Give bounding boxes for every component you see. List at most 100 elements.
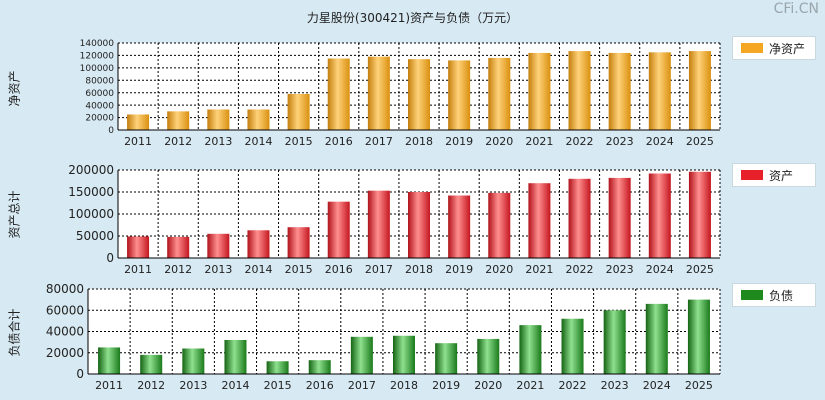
bar-net-assets-2011 — [127, 114, 150, 130]
bar-total-assets-2011 — [127, 236, 150, 258]
bar-total-assets-2020 — [488, 192, 511, 258]
x-tick-label-total-liabilities: 2014 — [221, 379, 249, 392]
bar-total-liabilities-2025 — [687, 299, 710, 374]
legend-net-assets: 净资产 — [732, 36, 816, 60]
x-tick-label-net-assets: 2024 — [646, 135, 674, 148]
bar-net-assets-2025 — [688, 51, 711, 131]
bar-total-assets-2021 — [528, 183, 551, 258]
bar-net-assets-2023 — [608, 52, 631, 130]
y-tick-label-net-assets: 60000 — [85, 89, 114, 99]
x-tick-label-net-assets: 2011 — [124, 135, 152, 148]
bar-total-assets-2013 — [207, 233, 230, 258]
x-tick-label-total-liabilities: 2018 — [390, 379, 418, 392]
y-tick-label-total-assets: 200000 — [68, 163, 114, 177]
y-tick-label-net-assets: 120000 — [80, 52, 115, 62]
bar-total-liabilities-2015 — [266, 361, 289, 374]
bar-total-assets-2023 — [608, 177, 631, 258]
bar-total-assets-2014 — [247, 230, 270, 258]
ylabel-net-assets: 净资产 — [7, 70, 22, 107]
bar-total-liabilities-2018 — [393, 335, 415, 374]
bar-total-liabilities-2020 — [477, 338, 500, 374]
x-tick-label-total-liabilities: 2016 — [306, 379, 334, 392]
bar-total-assets-2015 — [287, 227, 310, 258]
x-tick-label-total-liabilities: 2020 — [474, 379, 502, 392]
bar-total-liabilities-2011 — [98, 347, 121, 374]
legend-swatch-assets — [741, 170, 763, 180]
x-tick-label-total-liabilities: 2025 — [685, 379, 713, 392]
y-tick-label-total-liabilities: 20000 — [46, 346, 84, 360]
bar-total-liabilities-2017 — [350, 336, 373, 374]
bar-net-assets-2014 — [247, 109, 270, 130]
x-tick-label-total-assets: 2015 — [285, 263, 313, 276]
x-tick-label-net-assets: 2015 — [285, 135, 313, 148]
bar-net-assets-2021 — [528, 52, 551, 130]
bar-total-assets-2025 — [688, 171, 711, 258]
x-tick-label-net-assets: 2023 — [606, 135, 634, 148]
x-tick-label-total-liabilities: 2011 — [95, 379, 123, 392]
y-tick-label-total-liabilities: 0 — [76, 367, 84, 381]
y-tick-label-net-assets: 140000 — [80, 39, 115, 49]
x-tick-label-total-assets: 2022 — [566, 263, 594, 276]
x-tick-label-total-liabilities: 2013 — [179, 379, 207, 392]
x-tick-label-total-liabilities: 2023 — [601, 379, 629, 392]
x-tick-label-net-assets: 2013 — [204, 135, 232, 148]
x-tick-label-net-assets: 2019 — [445, 135, 473, 148]
x-tick-label-net-assets: 2020 — [485, 135, 513, 148]
bar-total-liabilities-2022 — [561, 318, 584, 374]
bar-net-assets-2017 — [367, 56, 390, 130]
y-tick-label-net-assets: 80000 — [85, 76, 114, 86]
y-tick-label-total-assets: 50000 — [76, 229, 114, 243]
y-tick-label-total-liabilities: 80000 — [46, 282, 84, 296]
x-tick-label-total-assets: 2017 — [365, 263, 393, 276]
y-tick-label-total-assets: 0 — [106, 251, 114, 265]
x-tick-label-net-assets: 2012 — [164, 135, 192, 148]
x-tick-label-total-liabilities: 2019 — [432, 379, 460, 392]
x-tick-label-total-assets: 2013 — [204, 263, 232, 276]
legend-liabilities: 负债 — [732, 283, 816, 307]
bar-total-liabilities-2012 — [140, 354, 163, 374]
x-tick-label-total-liabilities: 2021 — [516, 379, 544, 392]
bar-total-liabilities-2021 — [519, 325, 542, 374]
legend-label-liabilities: 负债 — [769, 289, 794, 303]
watermark: CFi.CN — [773, 1, 819, 17]
x-tick-label-net-assets: 2021 — [525, 135, 553, 148]
x-tick-label-total-assets: 2016 — [325, 263, 353, 276]
bar-total-liabilities-2016 — [308, 360, 331, 374]
bar-total-liabilities-2014 — [224, 340, 247, 374]
bar-total-assets-2022 — [568, 178, 591, 258]
legend-label-net-assets: 净资产 — [769, 42, 806, 56]
x-tick-label-net-assets: 2018 — [405, 135, 433, 148]
bar-net-assets-2012 — [167, 111, 190, 130]
x-tick-label-total-liabilities: 2022 — [559, 379, 587, 392]
x-tick-label-net-assets: 2017 — [365, 135, 393, 148]
x-tick-label-total-assets: 2021 — [525, 263, 553, 276]
x-tick-label-total-assets: 2014 — [244, 263, 272, 276]
x-tick-label-net-assets: 2014 — [244, 135, 272, 148]
x-tick-label-total-liabilities: 2012 — [137, 379, 165, 392]
x-tick-label-total-assets: 2023 — [606, 263, 634, 276]
x-tick-label-net-assets: 2022 — [566, 135, 594, 148]
x-tick-label-total-assets: 2019 — [445, 263, 473, 276]
x-tick-label-total-assets: 2011 — [124, 263, 152, 276]
y-tick-label-net-assets: 20000 — [85, 114, 114, 124]
y-tick-label-net-assets: 40000 — [85, 101, 114, 111]
bar-total-liabilities-2019 — [435, 343, 458, 374]
y-tick-label-total-assets: 100000 — [68, 207, 114, 221]
bar-net-assets-2024 — [648, 52, 671, 131]
x-tick-label-total-liabilities: 2015 — [264, 379, 292, 392]
bar-net-assets-2013 — [207, 109, 230, 130]
bar-net-assets-2016 — [327, 58, 350, 130]
x-tick-label-total-assets: 2012 — [164, 263, 192, 276]
y-tick-label-total-assets: 150000 — [68, 185, 114, 199]
x-tick-label-total-assets: 2024 — [646, 263, 674, 276]
y-tick-label-net-assets: 0 — [108, 126, 114, 136]
legend-assets: 资产 — [732, 163, 816, 187]
x-tick-label-total-assets: 2025 — [686, 263, 714, 276]
bar-total-liabilities-2023 — [603, 310, 626, 374]
bar-total-assets-2019 — [448, 195, 471, 258]
bar-total-assets-2016 — [327, 201, 350, 258]
bar-total-assets-2024 — [648, 173, 671, 258]
legend-label-assets: 资产 — [769, 169, 794, 183]
bar-net-assets-2022 — [568, 51, 591, 131]
